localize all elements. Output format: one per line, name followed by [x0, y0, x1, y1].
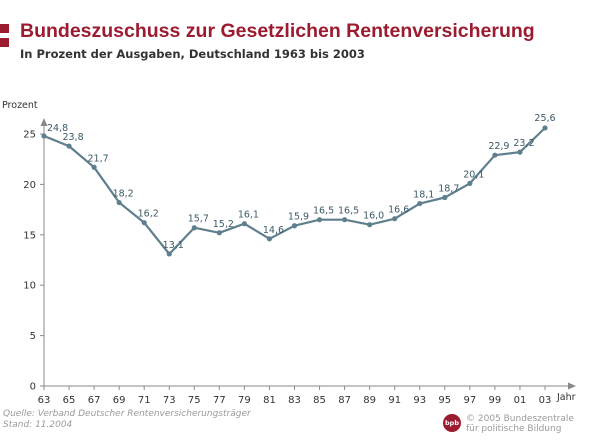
data-point [116, 199, 122, 206]
copyright-line-1: © 2005 Bundeszentrale [466, 414, 574, 424]
data-point [367, 222, 373, 228]
x-tick-label: 69 [113, 395, 126, 406]
bpb-logo: bpb [443, 414, 461, 432]
data-label: 23,2 [513, 138, 534, 149]
data-label: 23,8 [62, 132, 83, 143]
y-tick-label: 5 [30, 331, 36, 342]
data-label: 14,6 [263, 225, 284, 236]
copyright-note: © 2005 Bundeszentrale für politische Bil… [466, 414, 574, 434]
x-tick-label: 83 [288, 395, 301, 406]
x-tick-label: 65 [63, 395, 76, 406]
y-tick-label: 10 [23, 281, 36, 292]
data-label: 18,7 [438, 184, 459, 195]
data-point [316, 217, 323, 223]
x-tick-label: 75 [188, 395, 201, 406]
date-text: Stand: 11.2004 [3, 420, 73, 430]
data-label: 21,7 [88, 153, 109, 164]
data-point [266, 236, 273, 242]
data-point [342, 217, 348, 223]
x-tick-label: 87 [338, 395, 351, 406]
x-tick-label: 03 [539, 395, 552, 406]
y-tick-label: 20 [23, 180, 36, 191]
data-label: 15,2 [213, 219, 234, 230]
y-tick-label: 0 [30, 382, 36, 393]
x-tick-label: 93 [413, 395, 426, 406]
data-point [191, 225, 197, 231]
data-label: 18,2 [113, 189, 134, 200]
y-axis-arrow [40, 118, 48, 126]
data-point [91, 164, 97, 170]
data-label: 16,2 [138, 209, 159, 220]
data-label: 16,0 [363, 211, 384, 222]
x-axis-title: Jahr [556, 392, 576, 403]
title-marker-square [0, 24, 9, 33]
data-point [542, 125, 548, 131]
y-tick-label: 25 [23, 130, 36, 141]
source-text: Quelle: Verband Deutscher Rentenversiche… [3, 409, 251, 419]
x-axis-arrow [568, 382, 576, 390]
chart-subtitle: In Prozent der Ausgaben, Deutschland 196… [20, 47, 365, 61]
data-point [241, 221, 247, 227]
x-tick-label: 91 [388, 395, 401, 406]
x-tick-label: 97 [463, 395, 476, 406]
data-point [417, 200, 423, 207]
data-label: 20,1 [463, 169, 484, 180]
data-point [442, 194, 448, 201]
data-label: 15,7 [188, 214, 209, 225]
x-tick-label: 89 [363, 395, 376, 406]
data-label: 16,1 [238, 210, 259, 221]
x-tick-label: 95 [438, 395, 451, 406]
data-label: 18,1 [413, 190, 434, 201]
x-tick-label: 85 [313, 395, 326, 406]
title-marker-square [0, 38, 9, 47]
x-tick-label: 79 [238, 395, 251, 406]
data-label: 16,5 [338, 206, 359, 217]
data-point [517, 149, 523, 155]
x-tick-label: 01 [514, 395, 527, 406]
data-point [41, 133, 47, 139]
data-label: 13,1 [163, 240, 184, 251]
data-label: 25,6 [534, 113, 555, 124]
title-marker [0, 24, 9, 52]
data-point [467, 180, 473, 186]
data-point [291, 223, 298, 229]
data-label: 24,8 [47, 123, 68, 134]
data-point [141, 220, 147, 226]
data-point [392, 216, 398, 222]
y-tick-label: 15 [23, 230, 36, 241]
data-label: 16,6 [388, 205, 409, 216]
x-tick-label: 73 [163, 395, 176, 406]
data-point [216, 230, 222, 236]
x-tick-label: 67 [88, 395, 101, 406]
y-axis-title: Prozent [2, 100, 38, 111]
data-point [66, 143, 72, 149]
source-note: Quelle: Verband Deutscher Rentenversiche… [3, 409, 251, 431]
x-tick-label: 99 [489, 395, 502, 406]
data-point [492, 152, 498, 158]
data-label: 16,5 [313, 206, 334, 217]
data-label: 15,9 [288, 212, 309, 223]
data-label: 22,9 [488, 141, 509, 152]
x-tick-label: 63 [38, 395, 51, 406]
chart-title: Bundeszuschuss zur Gesetzlichen Rentenve… [20, 20, 535, 42]
data-point [166, 251, 172, 257]
x-tick-label: 81 [263, 395, 276, 406]
copyright-line-2: für politische Bildung [466, 424, 562, 434]
x-tick-label: 77 [213, 395, 226, 406]
x-tick-label: 71 [138, 395, 151, 406]
